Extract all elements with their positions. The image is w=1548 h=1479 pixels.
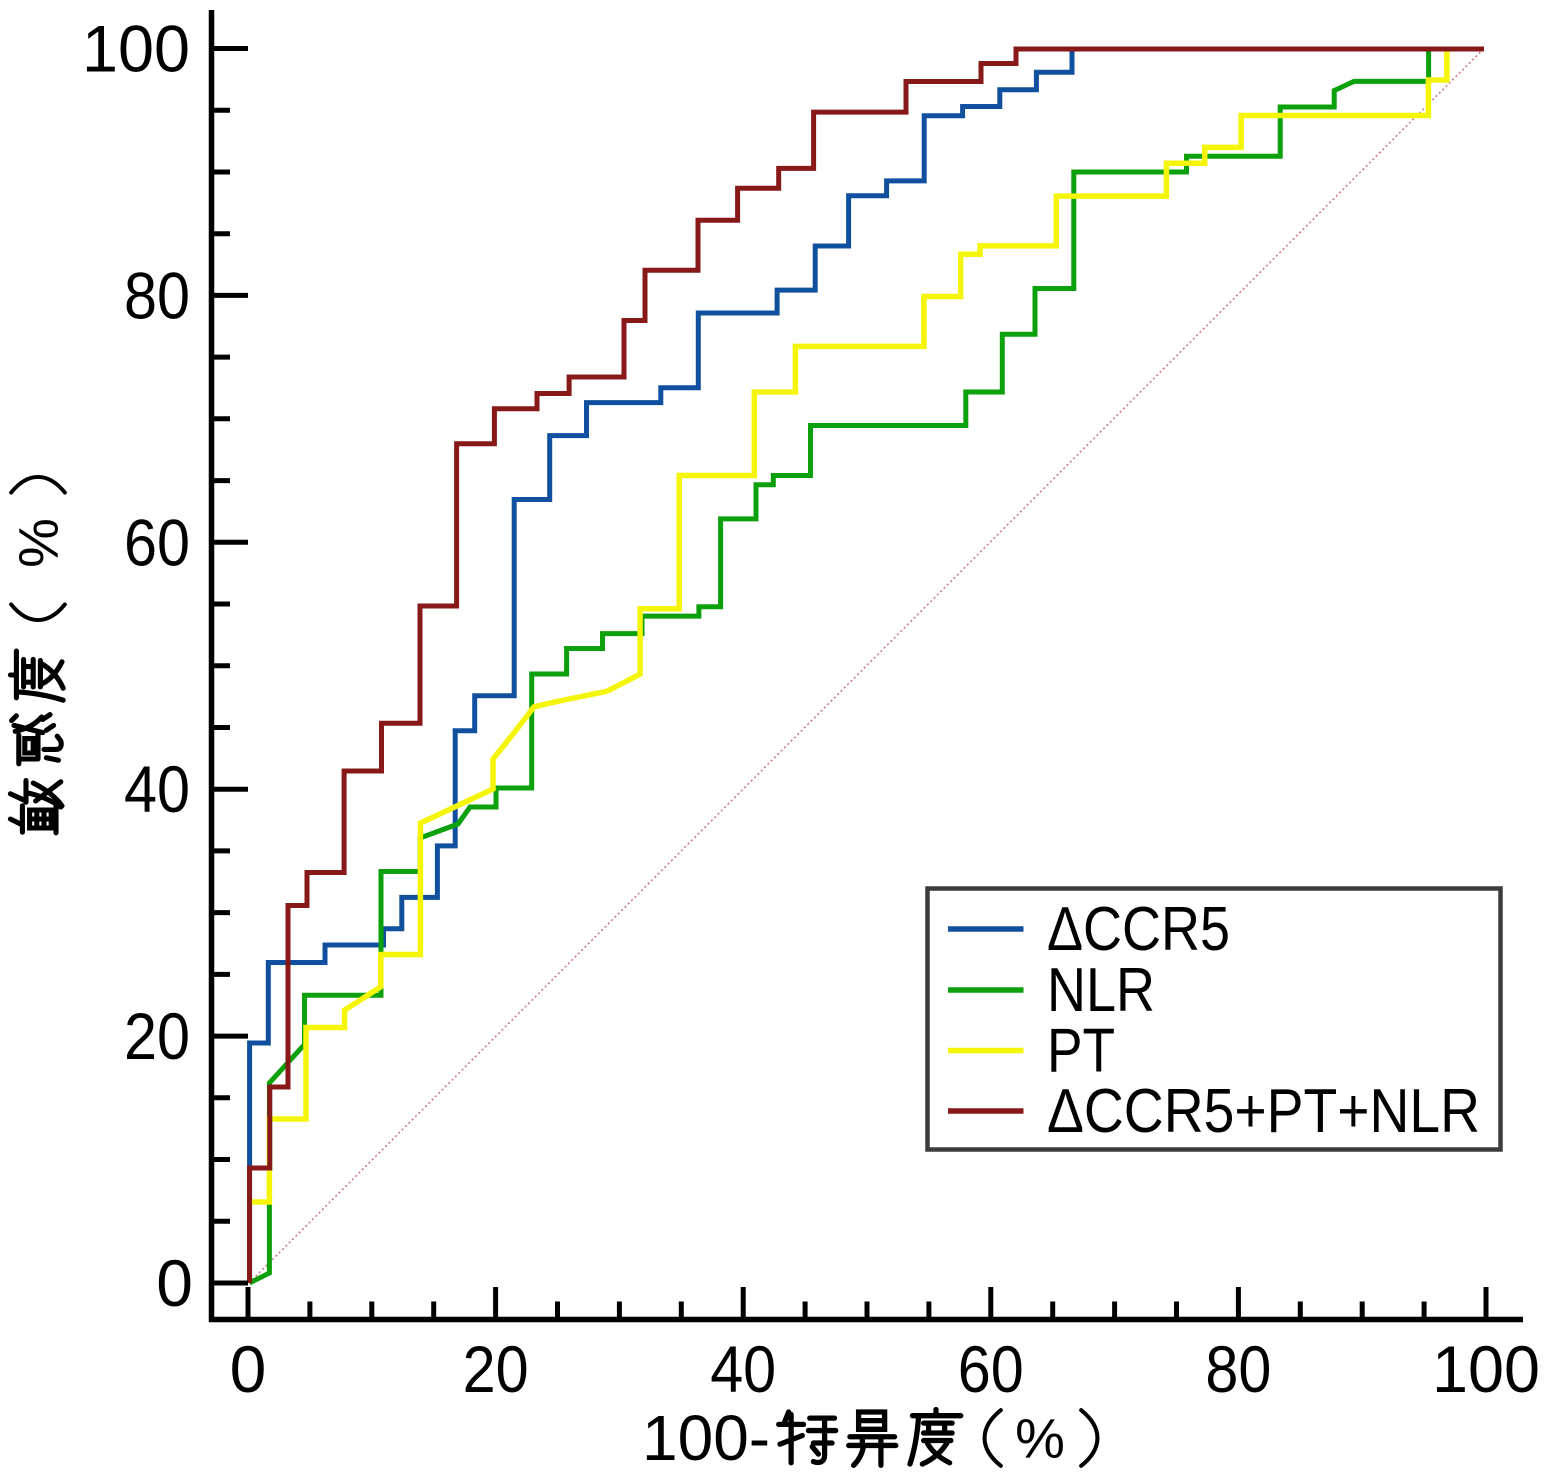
svg-text:100: 100 xyxy=(1432,1332,1540,1406)
svg-text:60: 60 xyxy=(958,1332,1024,1406)
svg-text:ΔCCR5+PT+NLR: ΔCCR5+PT+NLR xyxy=(1047,1077,1480,1146)
svg-text:100-: 100- xyxy=(642,1402,770,1474)
svg-text:100: 100 xyxy=(82,12,190,86)
svg-text:0: 0 xyxy=(156,1246,193,1320)
svg-text:NLR: NLR xyxy=(1047,956,1155,1025)
svg-text:40: 40 xyxy=(710,1332,776,1406)
svg-text:40: 40 xyxy=(124,752,190,826)
svg-text:PT: PT xyxy=(1047,1017,1115,1086)
svg-text:0: 0 xyxy=(230,1332,267,1406)
svg-text:60: 60 xyxy=(124,505,190,579)
svg-text:20: 20 xyxy=(124,999,190,1073)
svg-text:20: 20 xyxy=(463,1332,529,1406)
svg-text:%: % xyxy=(1015,1407,1065,1470)
svg-text:80: 80 xyxy=(1205,1332,1271,1406)
svg-text:%: % xyxy=(7,518,70,568)
svg-text:80: 80 xyxy=(124,258,190,332)
svg-text:ΔCCR5: ΔCCR5 xyxy=(1047,895,1230,964)
